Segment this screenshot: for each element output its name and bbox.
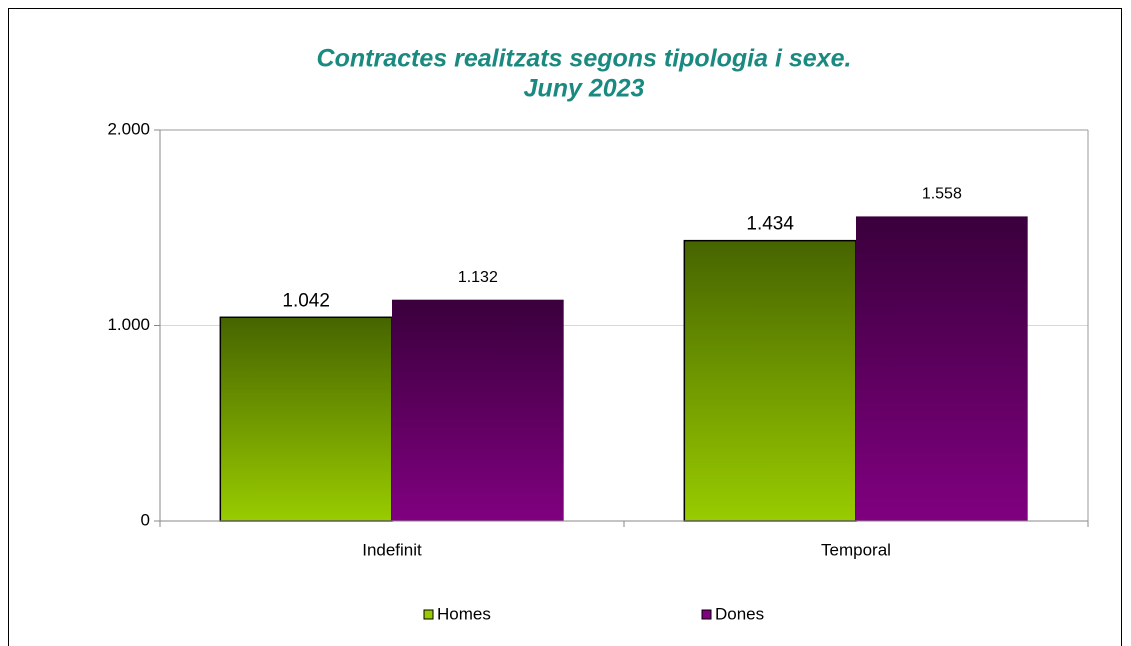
x-tick-label: Temporal [821,540,891,559]
chart-title: Contractes realitzats segons tipologia i… [317,45,852,73]
data-label: 1.558 [922,186,962,203]
data-label: 1.132 [458,269,498,286]
y-tick-label: 2.000 [107,119,150,138]
legend-label: Dones [715,604,764,623]
bar [856,216,1028,521]
bar [219,316,393,522]
x-tick-label: Indefinit [362,540,422,559]
legend-swatch [423,609,434,620]
bar [683,239,857,522]
data-label: 1.434 [746,214,794,235]
bar [392,299,564,521]
data-label: 1.042 [282,290,330,311]
legend-label: Homes [437,604,491,623]
y-tick-label: 1.000 [107,315,150,334]
chart-subtitle: Juny 2023 [524,75,645,103]
legend-swatch [701,609,712,620]
y-tick-label: 0 [141,510,150,529]
